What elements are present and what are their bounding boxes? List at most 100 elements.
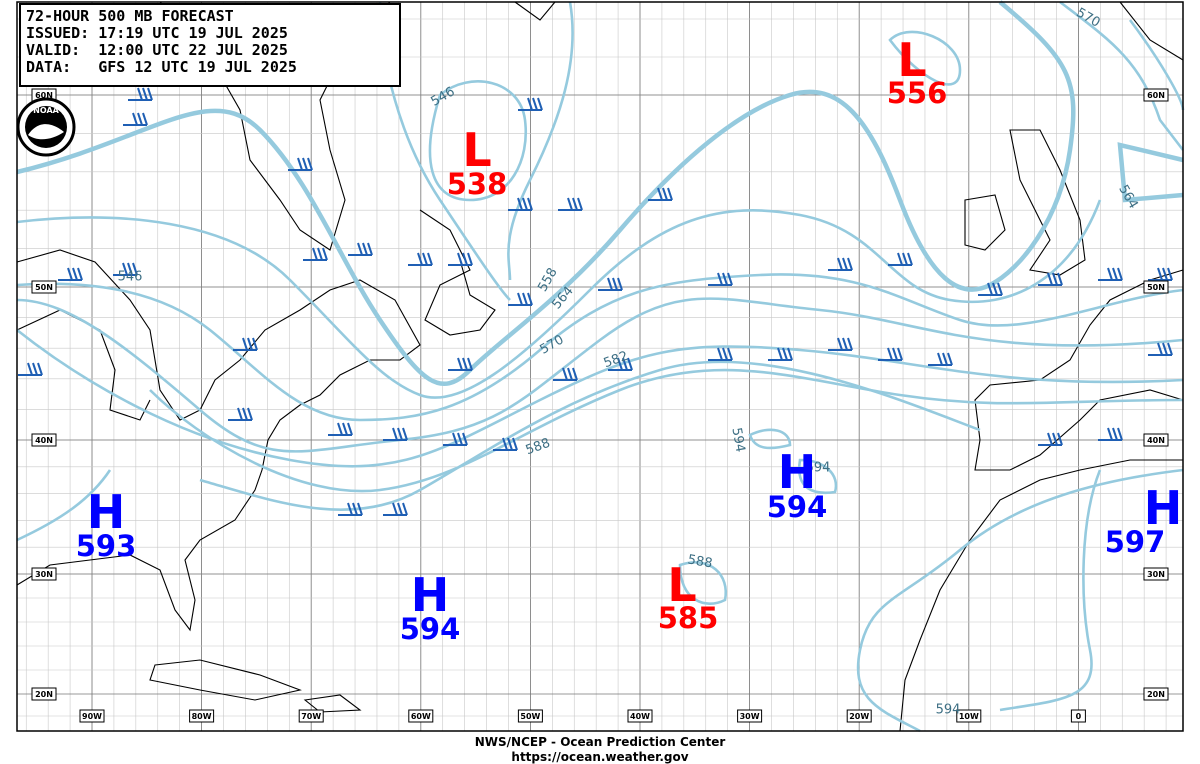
center-value: 556 <box>887 76 948 110</box>
barb-flag <box>1162 267 1168 281</box>
lon-label-box <box>627 709 653 723</box>
barb-flag <box>142 87 148 101</box>
barb-flag <box>427 252 433 266</box>
barb-flag <box>947 352 953 366</box>
footer-line: https://ocean.weather.gov <box>511 750 688 764</box>
lat-label: 50N <box>1147 283 1165 292</box>
barb-flag <box>367 242 373 256</box>
lat-label: 50N <box>35 283 53 292</box>
center-symbol: L <box>897 33 926 87</box>
wind-barb <box>978 282 1003 296</box>
barb-flag <box>467 252 473 266</box>
barb-flag <box>132 112 138 126</box>
contour-label: 588 <box>686 552 713 571</box>
lon-label: 50W <box>520 712 540 721</box>
barb-flag <box>727 347 733 361</box>
wind-barb <box>708 347 733 361</box>
wind-barb <box>1148 342 1173 356</box>
barb-flag <box>462 357 468 371</box>
barb-flag <box>1157 342 1163 356</box>
contour-label: 588 <box>524 436 552 459</box>
wind-barb <box>1038 432 1063 446</box>
barb-flag <box>77 267 83 281</box>
contour-label: 594 <box>728 426 747 453</box>
footer-line: NWS/NCEP - Ocean Prediction Center <box>475 735 726 749</box>
lon-label: 10W <box>959 712 979 721</box>
barb-flag <box>717 347 723 361</box>
barb-flag <box>342 422 348 436</box>
header-line: VALID: 12:00 UTC 22 JUL 2025 <box>26 41 288 59</box>
barb-flag <box>1117 267 1123 281</box>
barb-flag <box>577 197 583 211</box>
barb-flag <box>247 337 253 351</box>
wind-barb <box>518 97 543 111</box>
barb-flag <box>242 407 248 421</box>
wind-barb <box>508 197 533 211</box>
coastlines <box>16 1 1184 732</box>
barb-flag <box>942 352 948 366</box>
barb-flag <box>502 437 508 451</box>
barb-flag <box>1167 342 1173 356</box>
wind-barb <box>608 357 633 371</box>
barb-flag <box>337 422 343 436</box>
barb-flag <box>132 262 138 276</box>
center-symbol: H <box>87 485 126 539</box>
barb-flag <box>352 502 358 516</box>
lat-label-box <box>1143 88 1169 102</box>
barb-flag <box>32 362 38 376</box>
barb-flag <box>572 197 578 211</box>
barb-flag <box>402 502 408 516</box>
barb-flag <box>842 257 848 271</box>
barb-flag <box>307 157 313 171</box>
barb-flag <box>622 357 628 371</box>
lat-label-box <box>1143 280 1169 294</box>
lat-label-box <box>1143 687 1169 701</box>
lon-label: 0 <box>1076 712 1082 721</box>
lat-label: 30N <box>35 570 53 579</box>
barb-flag <box>847 337 853 351</box>
wind-barb <box>58 267 83 281</box>
header-line: ISSUED: 17:19 UTC 19 JUL 2025 <box>26 24 288 42</box>
barb-flag <box>562 367 568 381</box>
noaa-logo: NOAA <box>16 97 76 157</box>
lon-label-box <box>956 709 982 723</box>
barb-flag <box>722 347 728 361</box>
barb-flag <box>517 292 523 306</box>
lon-label-box <box>846 709 872 723</box>
wind-barb <box>288 157 313 171</box>
wind-barb <box>648 187 673 201</box>
wind-barb <box>558 197 583 211</box>
header-box <box>19 3 401 87</box>
lat-label: 40N <box>1147 436 1165 445</box>
wind-barb <box>113 262 138 276</box>
barb-flag <box>457 432 463 446</box>
barb-flag <box>347 502 353 516</box>
barb-flag <box>607 277 613 291</box>
barb-flag <box>1057 272 1063 286</box>
wind-barb <box>878 347 903 361</box>
contour-label: 564 <box>1115 182 1140 211</box>
center-value: 594 <box>767 490 828 524</box>
barb-flag <box>567 367 573 381</box>
center-value: 597 <box>1105 525 1166 559</box>
barb-flag <box>147 87 153 101</box>
center-value: 585 <box>658 601 719 635</box>
barb-flag <box>527 97 533 111</box>
barb-flag <box>527 292 533 306</box>
labels: 60N 60N 50N 50N 40N 40N 30N 30N 20N 20N 90W 80W 70W 6… <box>31 5 1182 723</box>
barb-flag <box>617 357 623 371</box>
lon-label: 20W <box>849 712 869 721</box>
lon-label-box <box>737 709 763 723</box>
wind-barb <box>408 252 433 266</box>
barb-flag <box>362 242 368 256</box>
wind-barb <box>383 502 408 516</box>
barb-flag <box>357 242 363 256</box>
barb-flag <box>902 252 908 266</box>
wind-barb <box>888 252 913 266</box>
wind-barb <box>128 87 153 101</box>
wind-barb <box>828 257 853 271</box>
barb-flag <box>1057 432 1063 446</box>
barb-flag <box>1162 342 1168 356</box>
barb-flag <box>837 337 843 351</box>
